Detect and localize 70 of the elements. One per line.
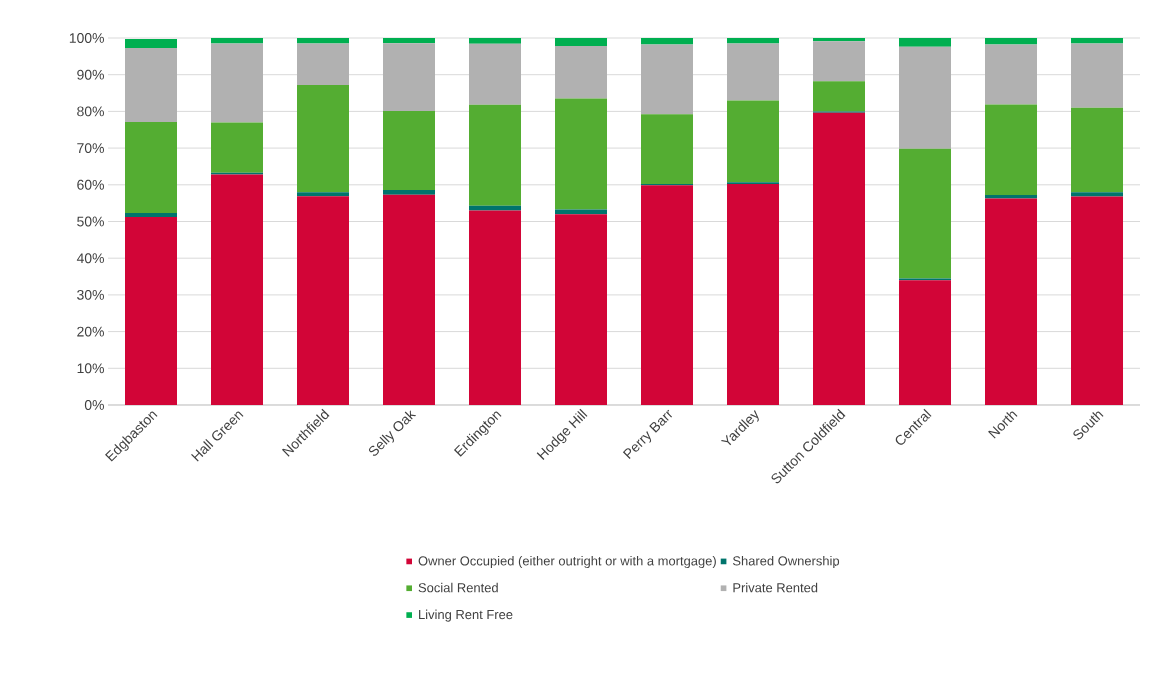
- bar: [1071, 196, 1124, 405]
- legend-label: Private Rented: [733, 582, 818, 593]
- bar: [985, 195, 1038, 199]
- bar: [727, 43, 779, 101]
- bar: [1071, 192, 1124, 197]
- bar: [383, 111, 435, 190]
- y-tick-label: 100%: [69, 33, 104, 43]
- bar: [383, 38, 435, 44]
- bar: [899, 38, 951, 47]
- bar: [297, 196, 349, 405]
- bar: [727, 38, 779, 44]
- bar: [469, 210, 521, 405]
- legend-label: Social Rented: [418, 582, 498, 593]
- bar: [383, 194, 435, 405]
- bar: [297, 192, 349, 197]
- bar: [555, 38, 607, 47]
- bar: [985, 198, 1038, 405]
- y-tick-label: 30%: [77, 289, 104, 300]
- bar: [297, 84, 349, 193]
- bar: [985, 38, 1038, 45]
- bar: [641, 44, 693, 115]
- bar: [297, 38, 349, 44]
- bar: [297, 43, 349, 85]
- y-tick-label: 40%: [76, 253, 104, 264]
- bar: [383, 189, 435, 195]
- y-tick-label: 0%: [84, 400, 104, 410]
- legend-label: Shared Ownership: [732, 555, 840, 569]
- bar: [813, 41, 865, 82]
- legend-label: Owner Occupied (either outright or with a mortgage): [418, 555, 716, 569]
- bar: [125, 39, 177, 48]
- bar: [211, 174, 263, 405]
- bar: [899, 148, 951, 279]
- bar: [125, 47, 177, 123]
- bar: [641, 114, 693, 185]
- bar: [985, 44, 1038, 105]
- bar: [555, 214, 607, 405]
- bar: [813, 38, 865, 42]
- bar: [1071, 43, 1124, 108]
- y-tick-label: 20%: [77, 326, 104, 337]
- bar: [469, 104, 521, 206]
- bar: [383, 43, 435, 112]
- bar: [641, 185, 693, 405]
- bar: [1071, 107, 1124, 193]
- bar: [813, 112, 865, 405]
- bar: [727, 184, 779, 405]
- y-tick-label: 90%: [77, 69, 104, 80]
- y-tick-label: 10%: [77, 363, 104, 374]
- bar: [985, 104, 1038, 196]
- bar: [555, 46, 607, 99]
- bar: [555, 98, 607, 210]
- legend-label: Living Rent Free: [419, 609, 513, 622]
- bar: [211, 43, 263, 123]
- y-tick-label: 80%: [77, 106, 104, 117]
- bar: [469, 38, 521, 44]
- bar: [899, 280, 951, 405]
- bar: [1071, 38, 1124, 44]
- y-tick-label: 70%: [77, 143, 104, 154]
- bar: [727, 100, 779, 183]
- bar: [125, 213, 177, 218]
- bar: [211, 38, 263, 44]
- bar: [899, 46, 951, 149]
- bar: [641, 38, 693, 45]
- bar: [211, 122, 263, 173]
- bar: [555, 209, 607, 215]
- bar: [125, 122, 177, 214]
- y-tick-label: 60%: [77, 179, 104, 190]
- bar: [469, 43, 521, 105]
- bar: [813, 81, 865, 112]
- y-tick-label: 50%: [77, 216, 104, 227]
- bar: [125, 217, 177, 405]
